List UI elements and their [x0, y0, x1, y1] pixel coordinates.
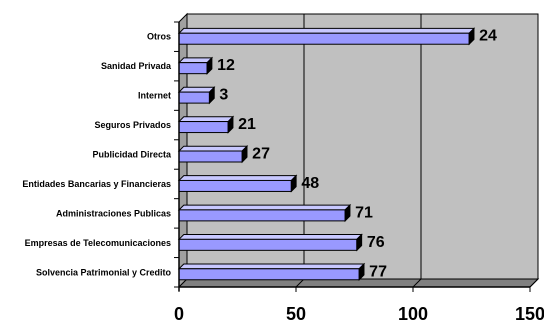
category-label: Internet — [138, 91, 171, 101]
bar — [177, 115, 235, 134]
gridline-floor — [529, 278, 539, 288]
bar-side — [208, 86, 215, 105]
category-label: Solvencia Patrimonial y Credito — [36, 267, 172, 277]
bar — [177, 144, 249, 164]
bar — [177, 262, 366, 281]
category-label: Administraciones Publicas — [56, 208, 171, 218]
category-labels: Otros Sanidad Privada Internet Seguros Priv… — [22, 32, 172, 278]
bar-side — [358, 262, 365, 281]
bar-top — [177, 116, 235, 123]
bar-front — [178, 150, 243, 163]
bar-front — [178, 32, 470, 45]
gridlines — [295, 14, 539, 288]
bar-top — [177, 27, 476, 34]
bar-top — [177, 263, 366, 270]
bar-front — [178, 238, 358, 251]
bar-top — [177, 145, 249, 152]
category-label: Publicidad Directa — [92, 150, 172, 160]
value-label: 48 — [301, 175, 319, 192]
value-label: 3 — [219, 87, 228, 104]
bar — [177, 233, 363, 252]
bar-front — [178, 179, 292, 192]
value-label: 27 — [252, 146, 270, 163]
bar — [177, 174, 298, 193]
bar — [177, 203, 352, 223]
bar-side — [344, 203, 351, 223]
x-tick-label: 100 — [398, 304, 428, 324]
bar-front — [178, 209, 346, 222]
bar-front — [178, 62, 208, 75]
x-tick-label: 0 — [174, 304, 184, 324]
category-label: Sanidad Privada — [101, 61, 172, 71]
bar-side — [227, 115, 234, 134]
gridline-floor — [295, 278, 305, 288]
value-label: 77 — [369, 263, 387, 280]
value-label: 21 — [238, 116, 256, 133]
bar-side — [206, 56, 213, 75]
bar-top — [177, 204, 352, 211]
gridline-floor — [412, 278, 422, 288]
category-label: Empresas de Telecomunicaciones — [25, 238, 171, 248]
bar-top — [177, 175, 298, 181]
value-label: 12 — [217, 57, 235, 74]
bar-front — [178, 91, 210, 104]
category-label: Seguros Privados — [94, 120, 171, 130]
bar-side — [290, 174, 297, 193]
value-label: 71 — [355, 204, 373, 221]
bar — [177, 56, 214, 75]
value-label: 76 — [367, 234, 385, 251]
bar — [177, 27, 476, 46]
value-label: 24 — [479, 28, 497, 45]
bar-side — [468, 27, 475, 46]
bar-front — [178, 121, 229, 134]
bar-front — [178, 268, 360, 281]
bar-top — [177, 86, 216, 93]
category-label: Entidades Bancarias y Financieras — [22, 179, 171, 189]
bar — [177, 86, 216, 105]
value-labels: 24 12 3 21 27 48 71 76 77 — [217, 28, 497, 281]
bar-side — [356, 233, 363, 252]
x-tick-label: 150 — [515, 304, 544, 324]
bars — [177, 27, 476, 281]
x-tick-label: 50 — [286, 304, 306, 324]
axes — [174, 21, 531, 292]
bar-top — [177, 234, 363, 240]
bar-side — [241, 144, 248, 164]
x-tick-labels: 0 50 100 150 — [174, 304, 544, 324]
category-label: Otros — [147, 32, 171, 42]
bar-top — [177, 57, 214, 64]
